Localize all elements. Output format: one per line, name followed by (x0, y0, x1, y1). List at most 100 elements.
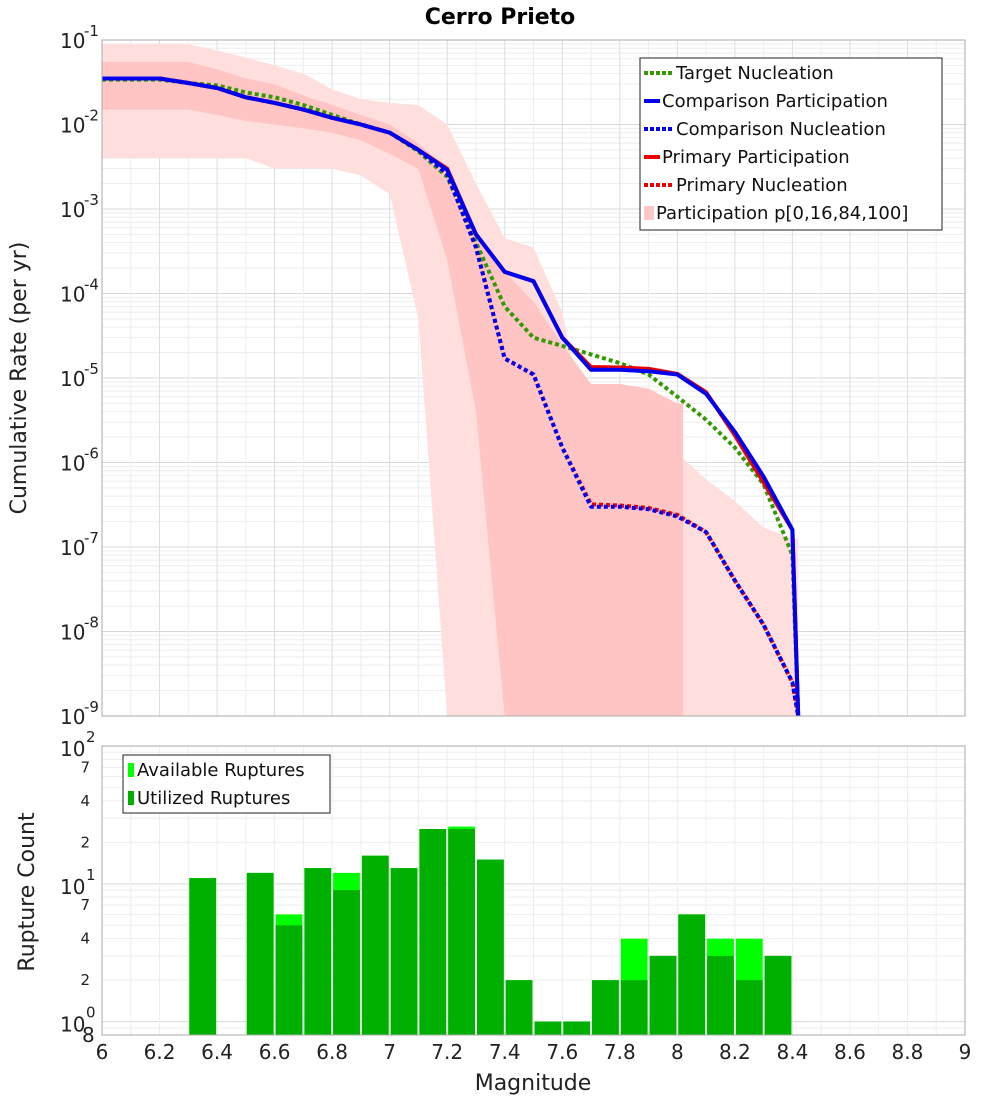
y-tick-exponent: -1 (84, 22, 99, 40)
y-tick-exponent: -9 (84, 698, 99, 716)
utilized-rupture-bar (764, 955, 792, 1035)
y-tick-label: 10 (60, 536, 85, 560)
magnitude-x-axis-title: Magnitude (475, 1071, 592, 1096)
legend-label: Primary Participation (662, 147, 850, 168)
utilized-rupture-bar (707, 955, 734, 1035)
utilized-rupture-bar (649, 955, 677, 1035)
utilized-rupture-bar (735, 980, 763, 1035)
utilized-rupture-bar (620, 980, 648, 1035)
y-tick-exponent: 2 (86, 728, 96, 746)
y-tick-exponent: 0 (86, 1004, 96, 1022)
utilized-rupture-bar (534, 1021, 562, 1035)
rupture-count-frame (101, 745, 966, 1036)
y-tick-label: 10 (60, 1013, 85, 1037)
utilized-rupture-bar (390, 868, 418, 1035)
x-tick-label: 9 (959, 1040, 972, 1064)
x-tick-label: 8.6 (834, 1040, 866, 1064)
legend-label: Primary Nucleation (676, 175, 848, 196)
series-target-nucleation (102, 77, 801, 716)
y-tick-label: 10 (60, 737, 85, 761)
x-tick-label: 8.2 (719, 1040, 751, 1064)
legend-label: Participation p[0,16,84,100] (656, 203, 908, 224)
utilized-rupture-bar (592, 980, 619, 1035)
band-participation-p-16-84- (102, 61, 684, 716)
legend-label: Utilized Ruptures (137, 788, 290, 809)
utilized-rupture-bar (333, 890, 360, 1035)
y-tick-label: 10 (60, 452, 85, 476)
utilized-rupture-bar (563, 1021, 591, 1035)
x-tick-label: 8.4 (776, 1040, 808, 1064)
y-tick-exponent: -2 (84, 107, 99, 125)
utilized-rupture-bar (477, 859, 504, 1035)
rate-curves (102, 76, 801, 716)
x-tick-label: 7.6 (546, 1040, 578, 1064)
cumulative-rate-y-ticks: 10-110-210-310-410-510-610-710-810-9 (60, 22, 99, 729)
x-tick-label: 6 (96, 1040, 109, 1064)
legend-label: Comparison Nucleation (676, 119, 886, 140)
legend-swatch-box (644, 206, 654, 220)
y-tick-label: 10 (60, 875, 85, 899)
x-tick-label: 7.2 (431, 1040, 463, 1064)
legend-label: Available Ruptures (137, 760, 305, 781)
y-tick-exponent: -3 (84, 191, 99, 209)
magnitude-x-ticks: 6 6.2 6.4 6.6 6.8 7 7.2 7.4 7.6 7.8 8 8.2 8.4 8.6 8.8 9 (96, 1040, 972, 1064)
x-tick-label: 7 (383, 1040, 396, 1064)
x-tick-label: 8 (671, 1040, 684, 1064)
x-tick-label: 6.6 (259, 1040, 291, 1064)
rupture-count-y-axis-title: Rupture Count (15, 812, 40, 972)
chart-title: Cerro Prieto (425, 5, 576, 30)
rupture-bars (189, 826, 792, 1035)
utilized-rupture-bar (361, 855, 389, 1035)
y-tick-label: 10 (60, 114, 85, 138)
x-tick-label: 8.8 (892, 1040, 924, 1064)
y-minor-tick-label: 4 (80, 792, 90, 810)
cumulative-rate-y-axis-title: Cumulative Rate (per yr) (7, 242, 32, 515)
legend-label: Comparison Participation (662, 91, 888, 112)
x-tick-label: 6.2 (144, 1040, 176, 1064)
utilized-rupture-bar (678, 914, 706, 1035)
y-tick-label: 10 (60, 621, 85, 645)
legend-swatch (128, 763, 134, 777)
x-tick-label: 7.4 (489, 1040, 521, 1064)
y-tick-label: 10 (60, 705, 85, 729)
y-minor-tick-label: 2 (80, 971, 90, 989)
y-tick-exponent: -8 (84, 614, 99, 632)
utilized-rupture-bar (304, 868, 332, 1035)
y-tick-label: 10 (60, 198, 85, 222)
y-tick-exponent: -6 (84, 445, 99, 463)
cumulative-rate-frame (101, 39, 966, 717)
y-minor-tick-label: 2 (80, 833, 90, 851)
series-comparison-participation (102, 76, 801, 716)
utilized-rupture-bar (246, 872, 274, 1035)
y-tick-label: 10 (60, 283, 85, 307)
x-tick-label: 6.8 (316, 1040, 348, 1064)
legend-box (122, 754, 331, 814)
y-minor-tick-label: 7 (80, 896, 90, 914)
y-min-tick-label: 8 (82, 1023, 95, 1047)
y-minor-tick-label: 7 (80, 758, 90, 776)
y-tick-exponent: -5 (84, 360, 99, 378)
series-comparison-nucleation (102, 76, 801, 716)
y-minor-tick-label: 4 (80, 930, 90, 948)
x-tick-label: 6.4 (201, 1040, 233, 1064)
y-tick-exponent: 1 (86, 866, 96, 884)
participation-bands (102, 43, 799, 716)
utilized-rupture-bar (419, 829, 447, 1035)
legend-label: Target Nucleation (675, 63, 834, 84)
x-tick-label: 7.8 (604, 1040, 636, 1064)
cumulative-rate-legend: Target Nucleation Comparison Participatio… (639, 57, 943, 231)
utilized-rupture-bar (189, 878, 217, 1035)
rupture-count-legend: Available Ruptures Utilized Ruptures (122, 754, 331, 814)
utilized-rupture-bar (275, 925, 303, 1035)
utilized-rupture-bar (448, 829, 475, 1035)
legend-swatch (128, 791, 134, 805)
utilized-rupture-bar (505, 980, 533, 1035)
y-tick-exponent: -7 (84, 529, 99, 547)
y-tick-label: 10 (60, 367, 85, 391)
y-tick-exponent: -4 (84, 276, 99, 294)
cumulative-rate-panel: 10-110-210-310-410-510-610-710-810-9 Cum… (7, 22, 966, 729)
y-tick-label: 10 (60, 29, 85, 53)
